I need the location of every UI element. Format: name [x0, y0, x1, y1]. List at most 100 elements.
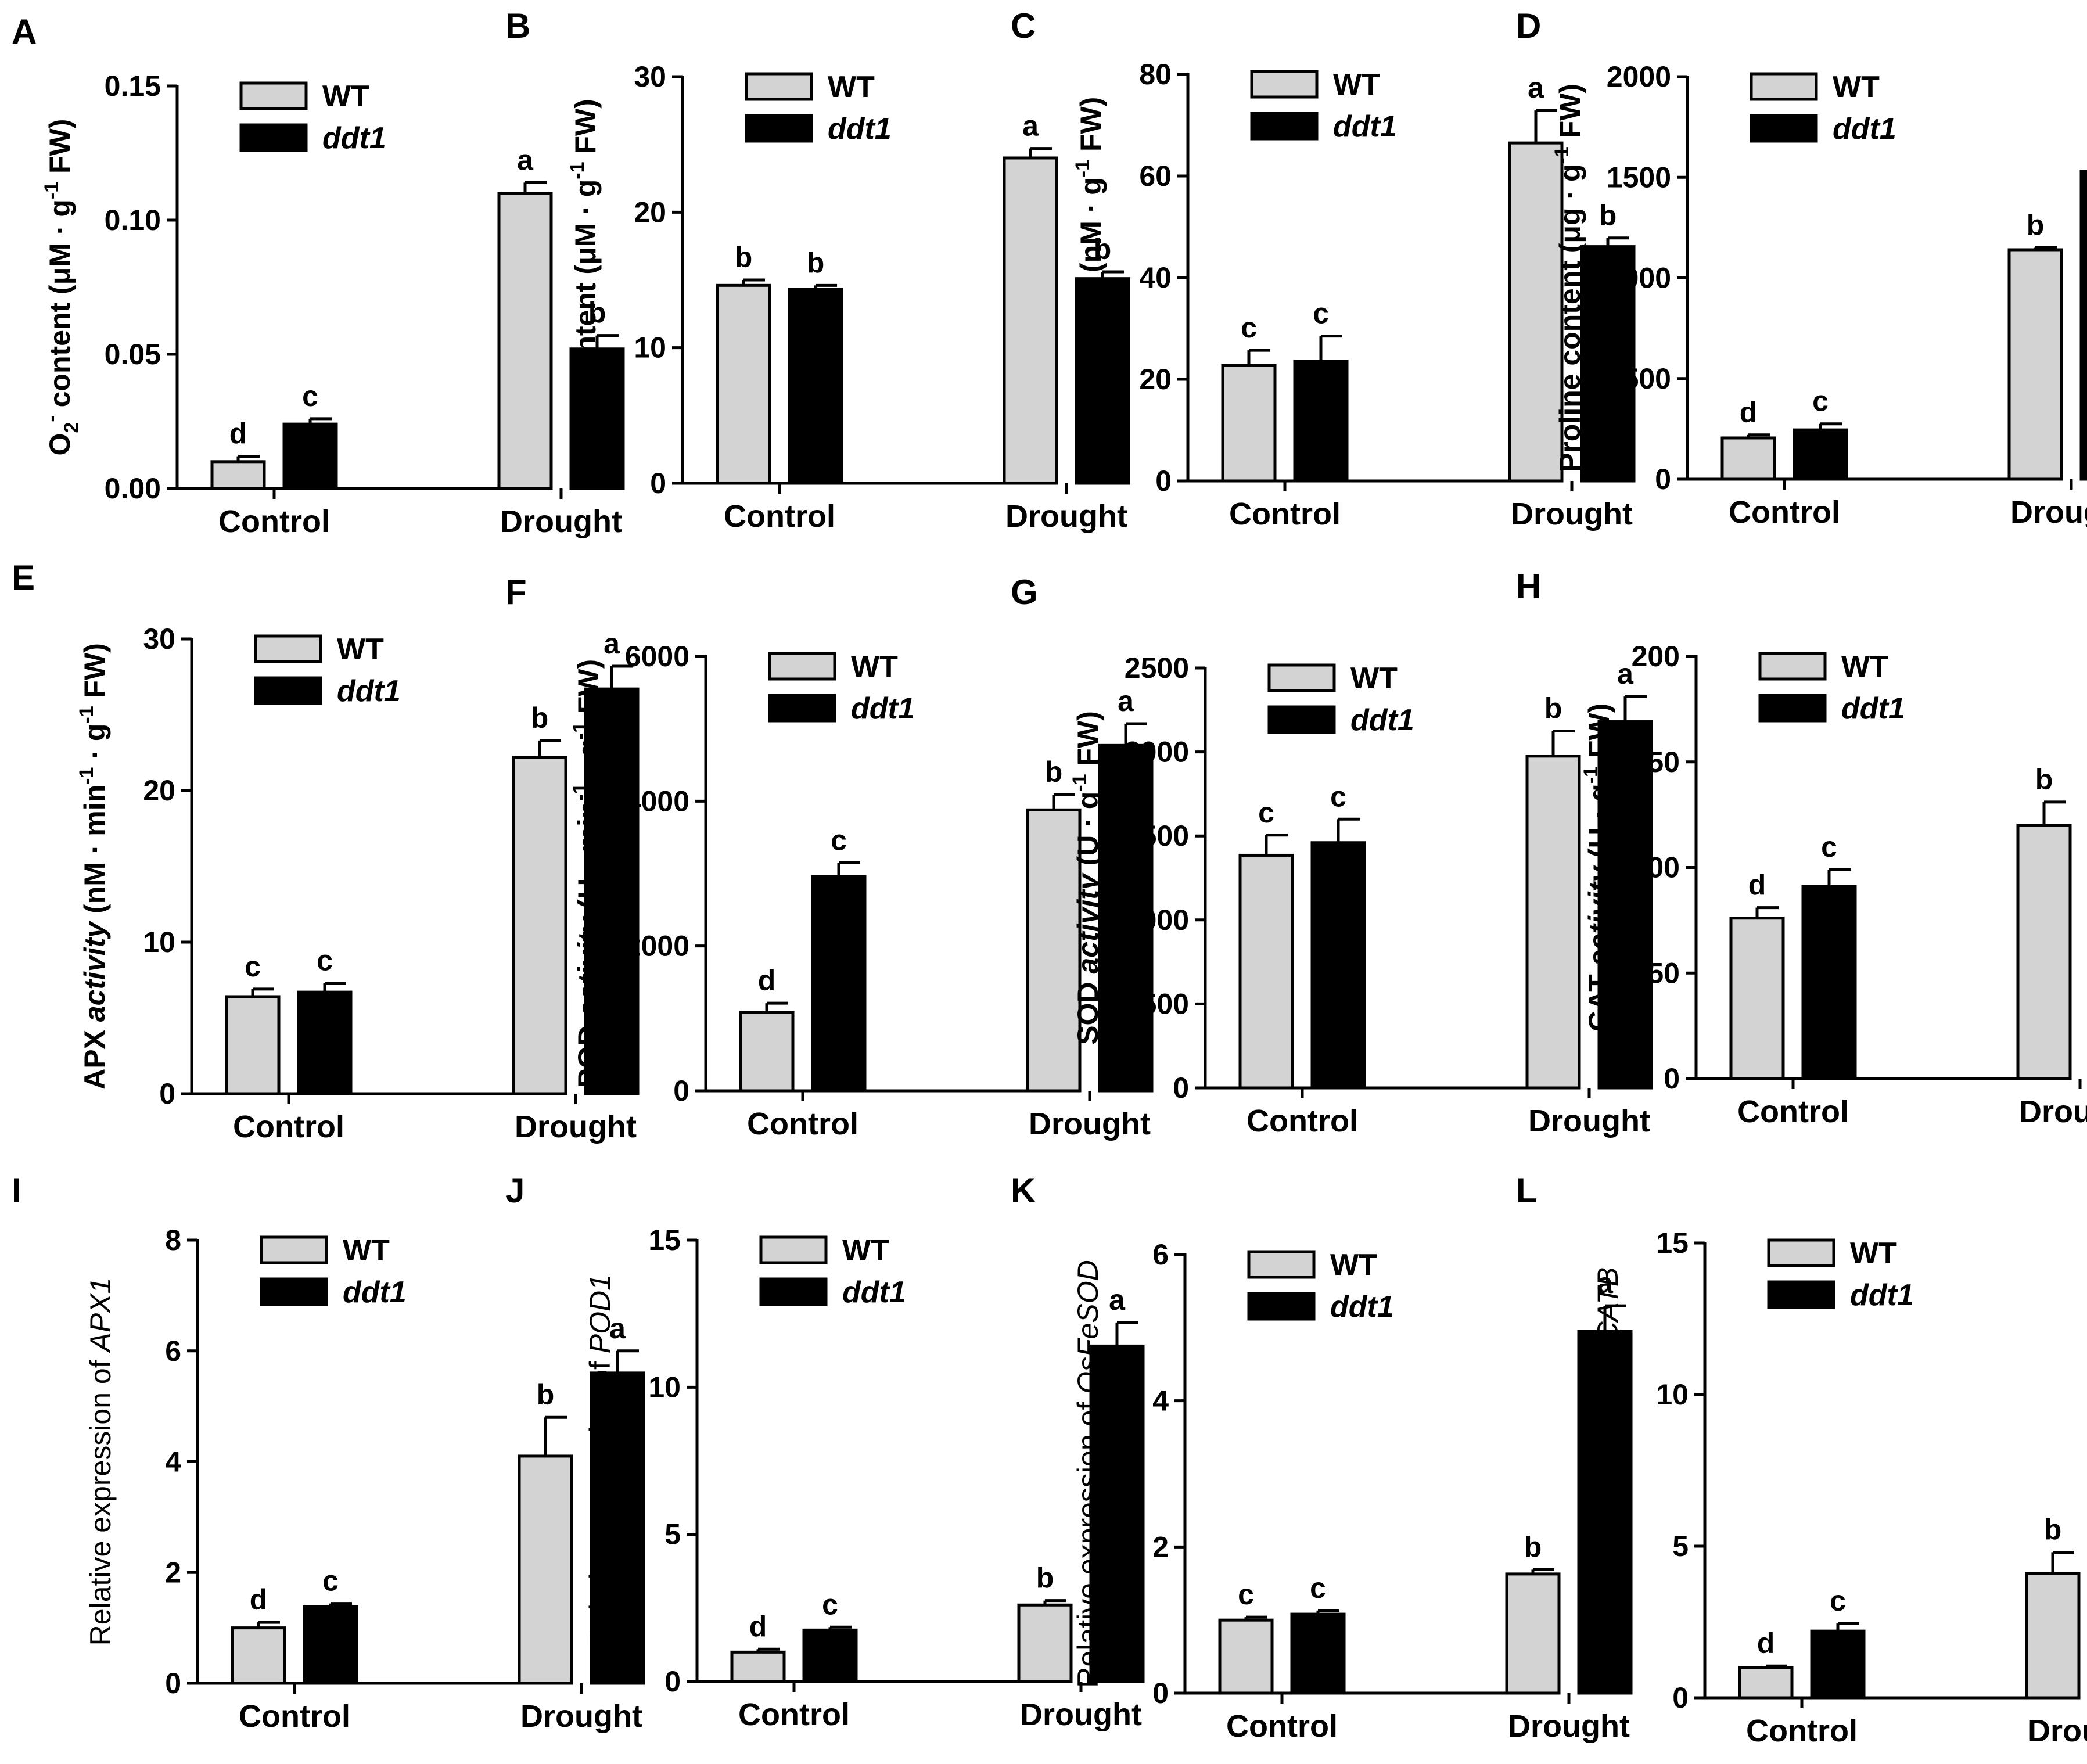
significance-letter: c: [1330, 780, 1346, 813]
legend-swatch-WT: [768, 652, 836, 681]
legend-swatch-ddt1: [1767, 1280, 1835, 1309]
y-tick-label: 50: [1647, 957, 1680, 989]
x-tick-label: Drought: [500, 504, 622, 539]
legend-label-WT: WT: [1850, 1237, 1897, 1270]
y-tick-label: 6: [1152, 1238, 1169, 1271]
bar-WT-Control: [739, 1011, 795, 1093]
y-tick-label: 0: [1664, 1062, 1680, 1095]
y-axis-label: Proline content (μg · g-1 FW): [1551, 84, 1586, 472]
x-tick-label: Drought: [1029, 1106, 1151, 1141]
panel-H: H 0 50 100 150 200 d c Control b a Drought WT ddt1 CAT…: [1516, 567, 2087, 1129]
x-tick-label: Drought: [520, 1699, 642, 1734]
y-tick-label: 0: [1672, 1682, 1689, 1714]
y-tick-label: 0: [165, 1667, 181, 1700]
bar-ddt1-Drought: [584, 687, 640, 1095]
legend-label-ddt1: ddt1: [1850, 1278, 1914, 1312]
y-axis-label: H2O2 content (μM · g-1 FW): [566, 99, 608, 461]
legend-label-ddt1: ddt1: [851, 692, 915, 725]
x-tick-label: Drought: [1528, 1104, 1650, 1138]
y-tick-label: 0: [1152, 1677, 1169, 1709]
significance-letter: a: [609, 1312, 626, 1345]
x-tick-label: Control: [738, 1697, 850, 1732]
legend-label-WT: WT: [1330, 1248, 1377, 1282]
legend-label-ddt1: ddt1: [1833, 112, 1896, 146]
significance-letter: a: [1528, 71, 1544, 104]
significance-letter: a: [1597, 1267, 1614, 1299]
legend-swatch-WT: [239, 81, 308, 110]
legend-swatch-ddt1: [745, 114, 813, 143]
y-tick-label: 20: [1139, 363, 1172, 396]
y-tick-label: 500: [1141, 987, 1189, 1020]
x-tick-label: Control: [1729, 495, 1840, 530]
significance-letter: b: [1045, 756, 1063, 788]
bar-ddt1-Control: [1290, 1612, 1346, 1695]
y-tick-label: 10: [143, 926, 175, 958]
bar-ddt1-Drought: [1098, 743, 1154, 1093]
bar-WT-Drought: [1003, 156, 1058, 485]
significance-letter: c: [322, 1565, 339, 1597]
legend-swatch-ddt1: [768, 694, 836, 723]
y-tick-label: 0.10: [105, 204, 161, 236]
y-tick-label: 1500: [1607, 161, 1671, 193]
legend-swatch-WT: [1750, 72, 1818, 101]
significance-letter: a: [1109, 1284, 1126, 1316]
y-tick-label: 0: [1155, 465, 1172, 497]
significance-letter: b: [2044, 1513, 2062, 1546]
x-tick-label: Drought: [2010, 495, 2087, 530]
bar-ddt1-Control: [1293, 360, 1349, 483]
panel-letter: L: [1516, 1171, 1538, 1210]
legend-swatch-ddt1: [254, 676, 322, 705]
bar-WT-Control: [1720, 436, 1776, 481]
legend-label-WT: WT: [322, 80, 369, 113]
significance-letter: c: [1258, 796, 1274, 829]
y-tick-label: 10: [1656, 1378, 1689, 1411]
legend-label-WT: WT: [851, 650, 898, 684]
panel-letter: I: [12, 1171, 21, 1210]
panel-C: C 0 20 40 60 80 c c Control a b Drought WT ddt1 MDA co…: [1011, 6, 1636, 531]
significance-letter: b: [1524, 1531, 1542, 1563]
legend-label-ddt1: ddt1: [1330, 1290, 1394, 1324]
y-tick-label: 2000: [1125, 736, 1189, 768]
bar-WT-Drought: [497, 192, 553, 490]
significance-letter: d: [749, 1610, 767, 1643]
y-tick-label: 30: [143, 623, 175, 655]
panel-letter: A: [12, 12, 37, 51]
significance-letter: b: [537, 1378, 555, 1411]
bar-WT-Drought: [1525, 755, 1581, 1090]
y-tick-label: 0: [664, 1665, 681, 1698]
y-tick-label: 2500: [1125, 652, 1189, 684]
bar-WT-Drought: [2016, 824, 2072, 1080]
bar-WT-Control: [1221, 364, 1277, 483]
legend-label-WT: WT: [1841, 650, 1888, 684]
significance-letter: b: [531, 702, 549, 734]
legend-swatch-ddt1: [1247, 1292, 1316, 1321]
legend-label-ddt1: ddt1: [322, 121, 386, 155]
bar-WT-Drought: [2007, 248, 2063, 481]
y-tick-label: 200: [1632, 640, 1680, 673]
significance-letter: c: [302, 380, 318, 412]
x-tick-label: Control: [1226, 1709, 1338, 1744]
x-tick-label: Control: [1746, 1713, 1858, 1748]
bar-WT-Drought: [1505, 1572, 1561, 1695]
bar-ddt1-Drought: [569, 347, 625, 490]
x-tick-label: Drought: [1020, 1697, 1142, 1732]
x-tick-label: Control: [1247, 1104, 1358, 1138]
panel-J: J 0 5 10 15 d c Control b a Drought WT ddt1 Relative …: [505, 1171, 1145, 1732]
y-axis-label: SOD activity (U · g-1 FW): [1069, 711, 1104, 1045]
legend-swatch-WT: [1250, 70, 1319, 99]
legend-swatch-ddt1: [1750, 114, 1818, 143]
panel-B: B 0 10 20 30 b b Control a b Drought WT ddt1 H2O2 con…: [505, 6, 1130, 534]
panel-F: F 0 2000 4000 6000 d c Control b a Drought WT ddt1 PO…: [505, 573, 1154, 1141]
x-tick-label: Control: [724, 499, 835, 534]
y-tick-label: 40: [1139, 261, 1172, 294]
legend-label-ddt1: ddt1: [337, 674, 401, 708]
x-tick-label: Drought: [2028, 1713, 2087, 1748]
panel-I: I 0 2 4 6 8 d c Control b a Drought WT ddt1 Relative e…: [12, 1171, 645, 1734]
significance-letter: d: [1740, 396, 1758, 429]
bar-WT-Drought: [512, 756, 567, 1095]
significance-letter: a: [517, 143, 534, 176]
panel-letter: C: [1011, 6, 1036, 45]
panel-letter: K: [1011, 1171, 1036, 1210]
legend-swatch-ddt1: [239, 123, 308, 152]
